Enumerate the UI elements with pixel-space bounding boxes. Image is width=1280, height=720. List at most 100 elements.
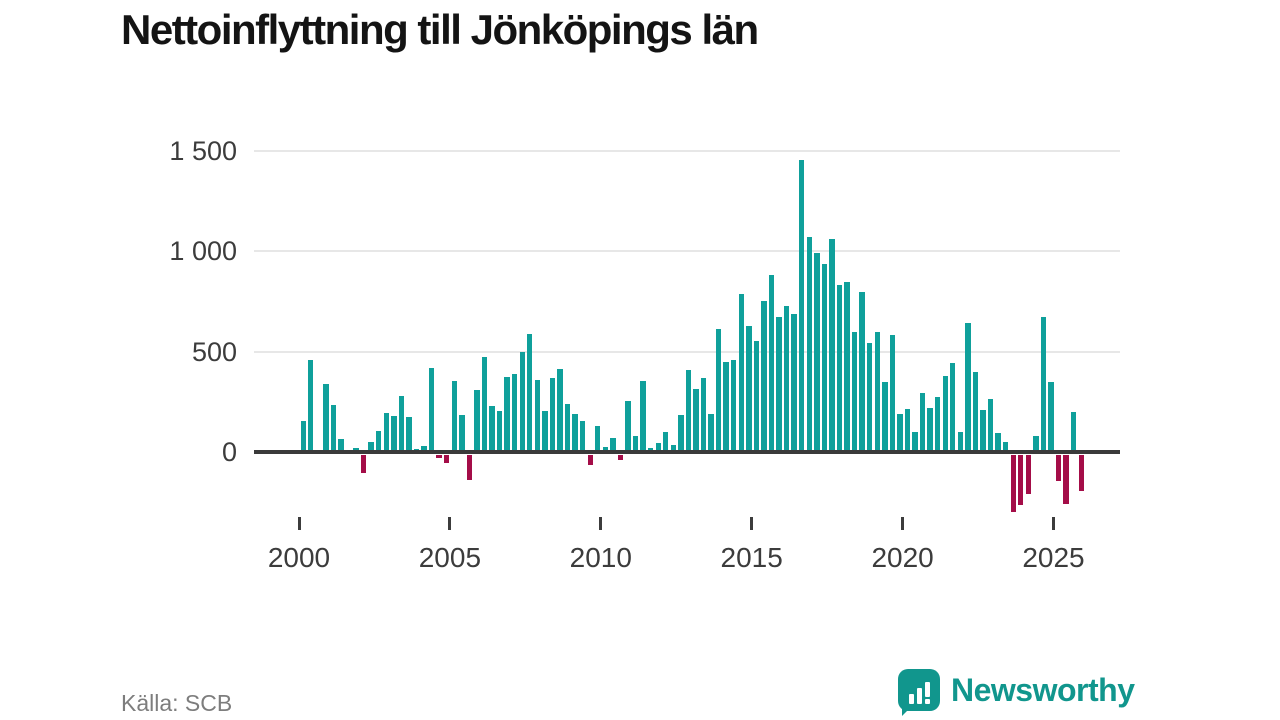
x-axis-tick-mark: [599, 517, 603, 530]
x-axis-line: [254, 450, 1120, 454]
bar-2025Q3: [1070, 411, 1077, 453]
bar-2010Q4: [625, 400, 631, 453]
bar-2019Q3: [889, 335, 896, 453]
bar-2010Q1: [602, 446, 609, 453]
bar-2020Q3: [919, 392, 926, 453]
bar-2025Q4: [1078, 455, 1084, 492]
bar-2002Q2: [368, 441, 374, 453]
bar-2004Q2: [428, 367, 435, 453]
bar-2020Q2: [912, 431, 918, 453]
x-axis-tick-label: 2000: [267, 542, 331, 573]
bar-2009Q2: [579, 420, 586, 453]
bar-2000Q4: [323, 383, 329, 453]
logo-exclamation-icon: [924, 682, 930, 704]
bar-2025Q1: [1055, 455, 1062, 482]
bar-2017Q1: [814, 253, 820, 453]
bar-2020Q1: [904, 408, 911, 453]
bar-2016Q3: [799, 159, 805, 453]
bar-2017Q3: [829, 238, 835, 453]
bar-2019Q1: [874, 332, 880, 453]
bar-2022Q2: [972, 371, 979, 453]
bar-2005Q4: [474, 389, 480, 453]
bar-2015Q1: [753, 341, 760, 453]
x-axis-tick-label: 2010: [569, 542, 632, 573]
x-axis-tick-label: 2025: [1022, 542, 1085, 573]
bar-2020Q4: [927, 407, 933, 453]
x-axis-tick-label: 2015: [720, 542, 783, 573]
x-axis-tick-mark: [1052, 517, 1055, 530]
bar-2024Q4: [1048, 381, 1054, 453]
bar-2013Q4: [715, 329, 722, 453]
bar-2018Q3: [859, 292, 865, 453]
bar-2021Q4: [957, 431, 964, 453]
y-axis-tick-label: 500: [191, 336, 237, 367]
bar-2023Q4: [1018, 455, 1024, 506]
newsworthy-logo: Newsworthy: [898, 669, 1135, 711]
bar-2012Q1: [663, 431, 669, 453]
bar-2015Q4: [776, 317, 782, 453]
bar-2011Q4: [655, 442, 661, 453]
bar-2017Q4: [836, 285, 843, 453]
source-note: Källa: SCB: [121, 690, 233, 716]
bar-2018Q1: [844, 282, 850, 453]
bar-2002Q3: [376, 430, 382, 453]
bar-2008Q4: [564, 403, 571, 453]
bar-2002Q1: [360, 455, 367, 474]
bar-2004Q4: [444, 455, 450, 464]
bar-2001Q2: [338, 438, 344, 453]
chart-title: Nettoinflyttning till Jönköpings län: [121, 6, 759, 53]
bar-2014Q4: [746, 326, 752, 453]
bar-2023Q3: [1010, 455, 1016, 513]
bar-2015Q3: [768, 275, 775, 453]
gridline-y-1000: [254, 250, 1120, 252]
bar-2011Q2: [640, 380, 646, 453]
bar-2011Q1: [632, 435, 639, 453]
bar-2008Q2: [549, 377, 556, 453]
bar-2017Q2: [821, 264, 828, 453]
bar-2000Q2: [308, 359, 314, 453]
bar-2024Q3: [1040, 317, 1047, 453]
bar-2007Q3: [527, 334, 533, 453]
bar-2021Q1: [934, 396, 941, 453]
bar-2003Q3: [406, 416, 412, 453]
bar-2012Q4: [685, 369, 692, 453]
bar-2002Q4: [383, 412, 389, 453]
bar-2006Q3: [496, 410, 503, 453]
bar-2005Q3: [466, 455, 473, 481]
bar-2021Q3: [950, 362, 956, 453]
bar-2025Q2: [1063, 455, 1069, 505]
bar-2019Q4: [897, 413, 903, 453]
bar-2019Q2: [882, 381, 888, 453]
bar-2021Q2: [942, 375, 948, 453]
bar-2009Q4: [595, 425, 601, 453]
logo-bar-icon: [908, 694, 914, 704]
bar-2024Q1: [1025, 455, 1032, 495]
newsworthy-logo-icon: [898, 669, 940, 711]
bar-2018Q2: [851, 332, 858, 453]
bar-2008Q1: [542, 410, 548, 453]
bar-2009Q1: [572, 413, 578, 453]
bar-2014Q3: [738, 294, 744, 453]
bar-2007Q4: [534, 379, 541, 453]
x-axis-tick-mark: [448, 517, 452, 530]
bar-2016Q1: [783, 306, 790, 453]
bar-2016Q2: [791, 314, 797, 453]
bar-2013Q1: [693, 388, 699, 453]
bar-2023Q2: [1002, 441, 1009, 453]
bar-2024Q2: [1033, 435, 1039, 453]
y-axis-tick-label: 1 500: [169, 135, 237, 166]
bar-2014Q1: [723, 361, 729, 453]
bar-2022Q3: [980, 409, 986, 453]
x-axis-tick-label: 2005: [418, 542, 482, 573]
bar-2018Q4: [867, 343, 873, 453]
y-axis-tick-label: 1 000: [169, 236, 237, 266]
bar-2004Q1: [421, 445, 427, 453]
bar-2010Q2: [610, 437, 616, 453]
x-axis-tick-label: 2020: [871, 542, 934, 573]
x-axis-tick-mark: [297, 517, 301, 530]
bar-2006Q1: [481, 356, 488, 453]
bar-2013Q2: [700, 377, 707, 453]
x-axis-tick-mark: [901, 517, 905, 530]
bar-2013Q3: [708, 413, 714, 453]
